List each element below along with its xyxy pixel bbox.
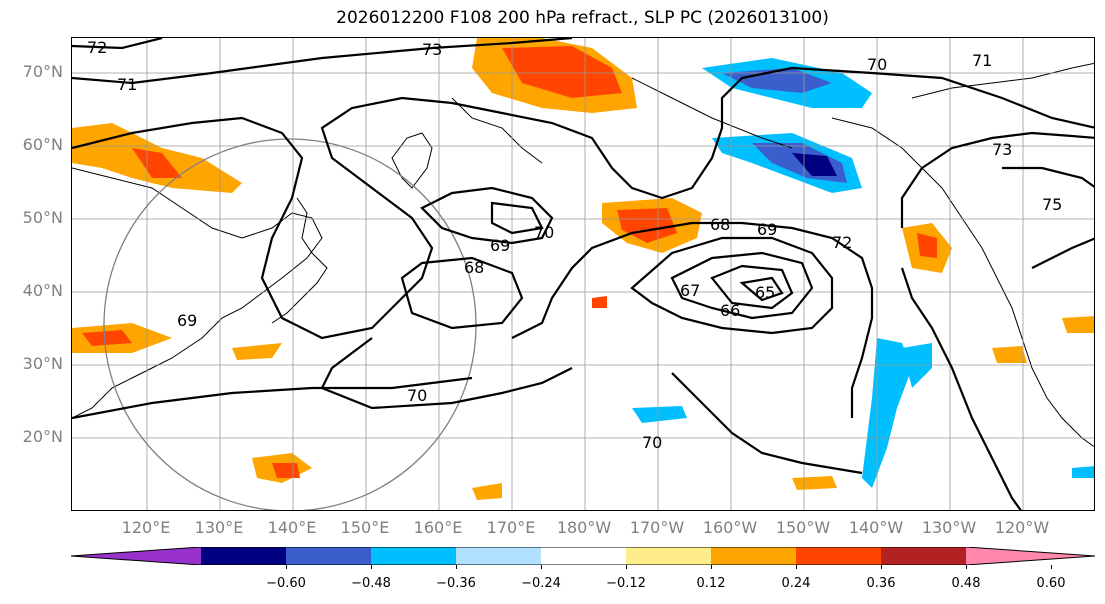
colorbar-tick-label: −0.60 (266, 576, 306, 591)
contour-label: 70 (534, 223, 554, 242)
colorbar-tick-label: −0.12 (606, 576, 646, 591)
colorbar-segment (796, 547, 881, 565)
contour-label: 66 (720, 301, 740, 320)
lon-label: 130°E (194, 518, 244, 537)
colorbar-segment (201, 547, 286, 565)
graticule (72, 38, 1094, 510)
colorbar-segment (966, 547, 1095, 565)
contour-label: 73 (422, 40, 442, 59)
colorbar-segment (371, 547, 456, 565)
contour-label: 67 (680, 281, 700, 300)
colorbar-tick-label: 0.12 (696, 576, 726, 591)
contour-label: 75 (1042, 195, 1062, 214)
anomaly-fills (72, 38, 1094, 500)
colorbar-tickmark (456, 565, 457, 569)
contour-label: 68 (464, 258, 484, 277)
map-panel[interactable]: 72 73 71 70 71 73 75 70 69 68 69 68 72 6… (71, 37, 1095, 511)
lat-label: 50°N (22, 208, 63, 227)
lon-label: 180°W (556, 518, 612, 537)
colorbar-segment (626, 547, 711, 565)
colorbar-tick-label: −0.48 (351, 576, 391, 591)
lon-label: 160°E (413, 518, 463, 537)
lon-label: 150°E (340, 518, 390, 537)
contour-label: 71 (972, 51, 992, 70)
lat-label: 40°N (22, 281, 63, 300)
slp-contours (72, 38, 1094, 510)
coastlines (72, 62, 1094, 448)
lon-label: 150°W (775, 518, 831, 537)
map-canvas: 72 73 71 70 71 73 75 70 69 68 69 68 72 6… (72, 38, 1094, 510)
colorbar-segment (71, 547, 201, 565)
colorbar-segment (881, 547, 966, 565)
colorbar-tick-label: 0.36 (866, 576, 896, 591)
colorbar-tickmark (711, 565, 712, 569)
colorbar (70, 546, 1096, 566)
contour-label: 69 (177, 311, 197, 330)
colorbar-segment (286, 547, 371, 565)
colorbar-tickmark (541, 565, 542, 569)
lon-label: 170°E (486, 518, 536, 537)
lon-label: 120°E (121, 518, 171, 537)
contour-label: 72 (87, 38, 107, 57)
contour-label: 68 (710, 215, 730, 234)
lat-label: 30°N (22, 354, 63, 373)
lon-label: 140°W (848, 518, 904, 537)
lon-label: 160°W (702, 518, 758, 537)
colorbar-segment (541, 547, 626, 565)
colorbar-tickmark (286, 565, 287, 569)
colorbar-tickmark (881, 565, 882, 569)
colorbar-tickmark (371, 565, 372, 569)
colorbar-tick-label: −0.36 (436, 576, 476, 591)
lat-label: 70°N (22, 62, 63, 81)
colorbar-svg (70, 546, 1096, 566)
contour-label: 72 (832, 233, 852, 252)
lon-label: 120°W (994, 518, 1050, 537)
colorbar-tick-label: 0.48 (951, 576, 981, 591)
contour-label: 70 (407, 386, 427, 405)
contour-labels: 72 73 71 70 71 73 75 70 69 68 69 68 72 6… (87, 38, 1062, 452)
colorbar-segment (456, 547, 541, 565)
lat-label: 20°N (22, 427, 63, 446)
lon-label: 140°E (267, 518, 317, 537)
lon-label: 170°W (629, 518, 685, 537)
contour-label: 69 (490, 236, 510, 255)
map-title: 2026012200 F108 200 hPa refract., SLP PC… (336, 8, 829, 28)
contour-label: 70 (867, 55, 887, 74)
colorbar-segment (711, 547, 796, 565)
colorbar-tickmark (796, 565, 797, 569)
colorbar-tick-label: 0.60 (1036, 576, 1066, 591)
contour-label: 65 (755, 283, 775, 302)
contour-label: 69 (757, 220, 777, 239)
colorbar-tickmark (1051, 565, 1052, 569)
colorbar-tick-label: −0.24 (521, 576, 561, 591)
colorbar-tickmark (626, 565, 627, 569)
lat-label: 60°N (22, 135, 63, 154)
colorbar-tick-label: 0.24 (781, 576, 811, 591)
contour-label: 73 (992, 140, 1012, 159)
contour-label: 71 (117, 75, 137, 94)
lon-label: 130°W (921, 518, 977, 537)
contour-label: 70 (642, 433, 662, 452)
colorbar-tickmark (966, 565, 967, 569)
